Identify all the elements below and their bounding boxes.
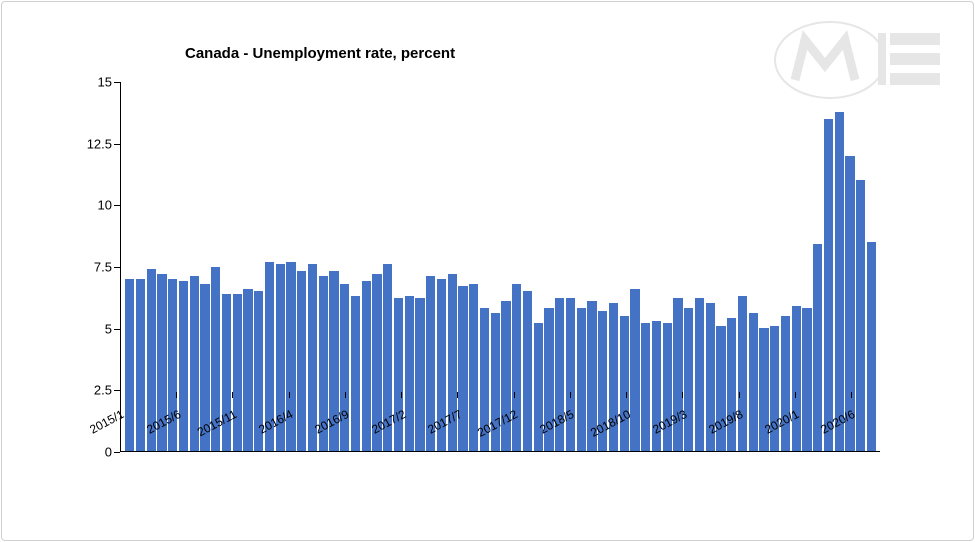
x-tick-label: 2016/9 [313, 407, 352, 437]
x-axis: 2015/12015/62015/112016/42016/92017/2201… [120, 397, 880, 457]
x-tick-label: 2017/7 [425, 407, 464, 437]
x-tick-label: 2018/10 [588, 407, 633, 440]
unemployment-chart: Canada - Unemployment rate, percent 0 2.5… [90, 45, 870, 485]
x-tick-mark [739, 392, 740, 398]
y-tick-label: 2.5 [94, 383, 112, 398]
y-tick-label: 15 [98, 75, 112, 90]
x-tick-mark [626, 392, 627, 398]
x-tick-mark [682, 392, 683, 398]
x-tick-label: 2019/8 [706, 407, 745, 437]
plot-area: 02.557.51012.515 2015/12015/62015/112016… [120, 82, 880, 452]
x-tick-mark [795, 392, 796, 398]
x-tick-mark [514, 392, 515, 398]
x-tick-label: 2020/1 [762, 407, 801, 437]
x-tick-mark [232, 392, 233, 398]
chart-title: Canada - Unemployment rate, percent [185, 45, 870, 62]
x-tick-label: 2020/6 [819, 407, 858, 437]
y-tick-label: 12.5 [87, 136, 112, 151]
x-tick-label: 2019/3 [650, 407, 689, 437]
x-tick-label: 2015/6 [144, 407, 183, 437]
x-tick-label: 2018/5 [538, 407, 577, 437]
x-tick-mark [401, 392, 402, 398]
x-tick-mark [120, 392, 121, 398]
x-tick-mark [570, 392, 571, 398]
y-tick-label: 7.5 [94, 260, 112, 275]
x-tick-mark [457, 392, 458, 398]
y-tick-label: 10 [98, 198, 112, 213]
x-tick-mark [345, 392, 346, 398]
x-tick-mark [289, 392, 290, 398]
x-tick-mark [851, 392, 852, 398]
y-axis: 02.557.51012.515 [80, 82, 120, 452]
y-tick-label: 0 [105, 445, 112, 460]
x-tick-label: 2017/12 [475, 407, 520, 440]
x-tick-label: 2016/4 [256, 407, 295, 437]
x-tick-label: 2015/11 [195, 407, 239, 439]
x-tick-mark [176, 392, 177, 398]
x-tick-label: 2017/2 [369, 407, 408, 437]
y-tick-label: 5 [105, 321, 112, 336]
